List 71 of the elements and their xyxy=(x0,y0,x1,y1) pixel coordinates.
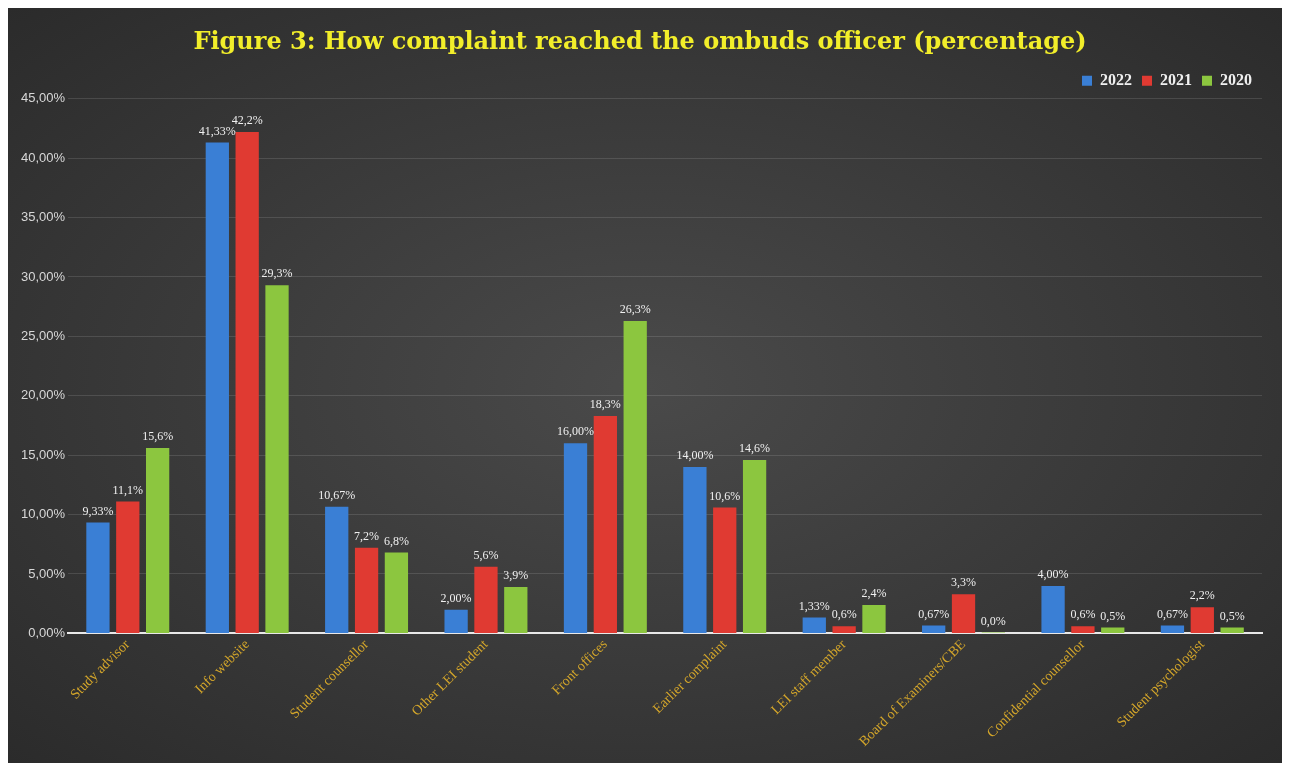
y-tick-label: 45,00% xyxy=(21,90,66,106)
data-label: 3,9% xyxy=(503,568,529,583)
bar xyxy=(1190,607,1214,633)
data-label: 0,67% xyxy=(1156,606,1188,621)
bar xyxy=(742,459,767,633)
y-tick-label: 35,00% xyxy=(21,209,66,225)
data-label: 9,33% xyxy=(82,503,114,518)
data-label: 0,5% xyxy=(1100,608,1126,623)
data-label: 0,0% xyxy=(980,613,1006,628)
bar xyxy=(1071,626,1095,633)
chart-title: Figure 3: How complaint reached the ombuds officer (percentage) xyxy=(193,25,1087,55)
bar xyxy=(116,501,140,633)
bar xyxy=(623,320,647,633)
data-label: 10,67% xyxy=(318,487,356,502)
data-label: 16,00% xyxy=(557,424,594,439)
y-tick-label: 0,00% xyxy=(28,624,66,640)
bar xyxy=(325,506,349,633)
bar xyxy=(563,443,588,633)
bar xyxy=(713,507,737,633)
data-label: 0,6% xyxy=(1070,607,1096,622)
data-label: 2,2% xyxy=(1189,588,1215,603)
bar xyxy=(1160,625,1185,633)
y-tick-label: 15,00% xyxy=(21,446,66,462)
bar xyxy=(265,285,289,633)
legend-label: 2022 xyxy=(1100,70,1132,88)
data-label: 29,3% xyxy=(261,266,293,281)
bar xyxy=(384,552,409,633)
bar xyxy=(922,625,946,633)
y-tick-label: 40,00% xyxy=(21,149,66,165)
data-label: 2,00% xyxy=(440,590,472,605)
bar xyxy=(474,566,498,633)
bar xyxy=(504,587,528,633)
bar xyxy=(832,626,856,633)
bar xyxy=(354,547,379,633)
bar xyxy=(205,142,229,633)
y-tick-label: 20,00% xyxy=(21,387,66,403)
data-label: 0,67% xyxy=(918,606,950,621)
data-label: 7,2% xyxy=(354,529,380,544)
y-tick-label: 30,00% xyxy=(21,268,66,284)
legend-label: 2021 xyxy=(1160,70,1192,88)
bar xyxy=(86,522,110,633)
data-label: 0,6% xyxy=(831,607,857,622)
bar xyxy=(1041,585,1065,633)
bar xyxy=(145,448,170,633)
data-label: 0,5% xyxy=(1219,608,1245,623)
legend-label: 2020 xyxy=(1220,70,1252,88)
y-tick-label: 25,00% xyxy=(21,327,66,343)
data-label: 14,6% xyxy=(739,441,771,456)
y-tick-label: 10,00% xyxy=(21,506,66,522)
y-tick-label: 5,00% xyxy=(28,565,66,581)
data-label: 18,3% xyxy=(589,397,621,412)
bar xyxy=(862,604,886,633)
data-label: 14,00% xyxy=(676,448,714,463)
data-label: 4,00% xyxy=(1037,567,1069,582)
data-label: 10,6% xyxy=(709,488,741,503)
bar xyxy=(1220,627,1244,633)
bar xyxy=(1101,627,1125,633)
data-label: 6,8% xyxy=(383,533,409,548)
bar xyxy=(444,609,468,633)
data-label: 15,6% xyxy=(142,429,174,444)
data-label: 1,33% xyxy=(798,598,830,613)
data-label: 3,3% xyxy=(951,575,977,590)
bar xyxy=(235,132,259,633)
data-label: 5,6% xyxy=(473,548,499,563)
bar xyxy=(951,594,976,633)
bar xyxy=(593,415,617,633)
data-label: 26,3% xyxy=(619,302,651,317)
data-label: 2,4% xyxy=(861,586,887,601)
data-label: 11,1% xyxy=(112,482,144,497)
bar xyxy=(683,467,707,633)
bar xyxy=(802,617,826,633)
